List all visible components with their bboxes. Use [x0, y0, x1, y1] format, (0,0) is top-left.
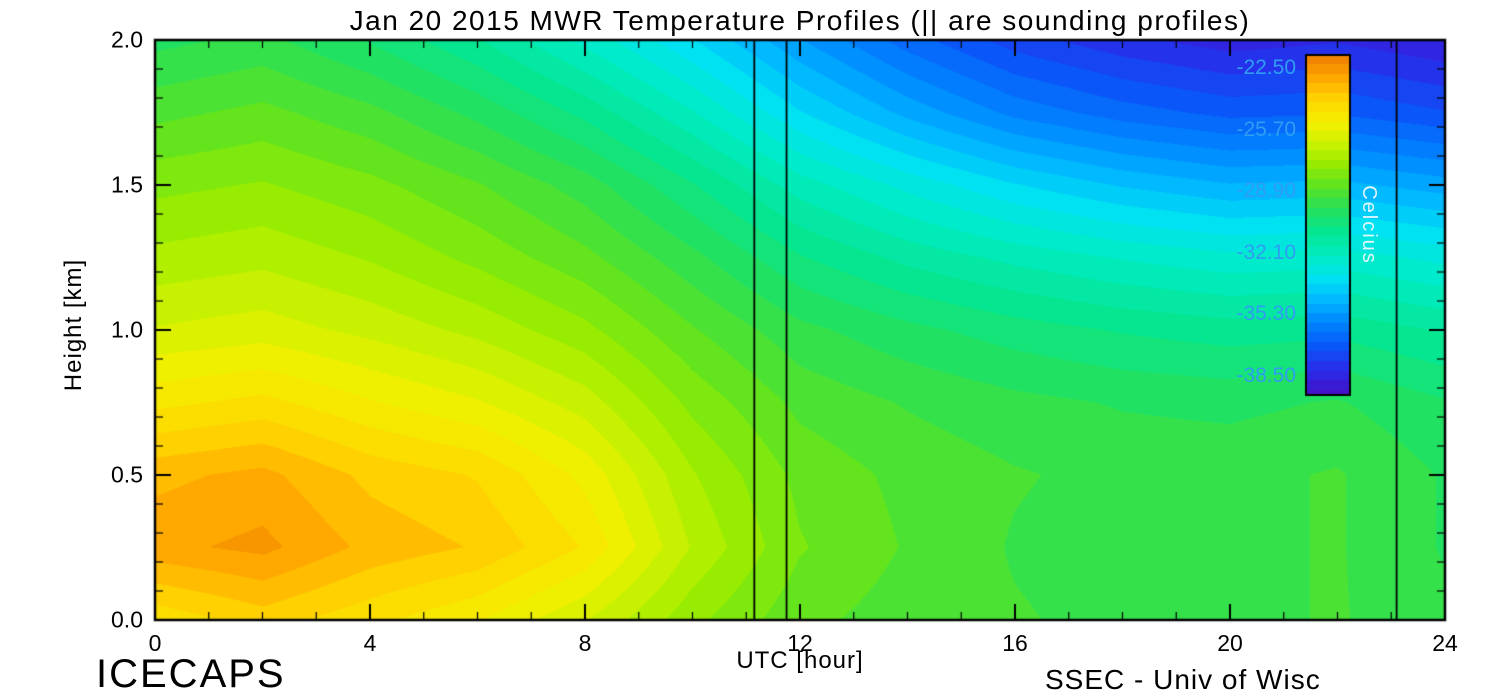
- x-tick-label: 8: [578, 630, 592, 656]
- y-tick-label: 2.0: [111, 26, 143, 53]
- colorbar-tick-label: -22.50: [1236, 56, 1296, 80]
- x-tick-label: 16: [1002, 630, 1028, 656]
- colorbar-tick-label: -32.10: [1236, 240, 1296, 264]
- x-tick-label: 24: [1432, 630, 1458, 656]
- y-axis-label: Height [km]: [60, 258, 87, 392]
- credit-label-ssec: SSEC - Univ of Wisc: [1045, 664, 1321, 695]
- x-tick-label: 20: [1217, 630, 1243, 656]
- x-axis-label: UTC [hour]: [736, 647, 864, 674]
- x-tick-label: 12: [787, 630, 813, 656]
- colorbar-tick-label: -25.70: [1236, 117, 1296, 141]
- chart-title: Jan 20 2015 MWR Temperature Profiles (||…: [349, 5, 1251, 36]
- colorbar-tick-label: -28.90: [1236, 179, 1296, 203]
- y-tick-label: 1.0: [111, 316, 143, 343]
- colorbar-tick-label: -38.50: [1236, 363, 1296, 387]
- colorbar-unit-label: Celcius: [1358, 185, 1380, 265]
- y-tick-label: 0.0: [111, 606, 143, 633]
- x-tick-label: 4: [363, 630, 377, 656]
- y-tick-label: 1.5: [111, 171, 143, 198]
- project-label-icecaps: ICECAPS: [96, 652, 286, 696]
- colorbar-tick-label: -35.30: [1236, 302, 1296, 326]
- x-tick-label: 0: [148, 630, 162, 656]
- y-tick-label: 0.5: [111, 461, 143, 488]
